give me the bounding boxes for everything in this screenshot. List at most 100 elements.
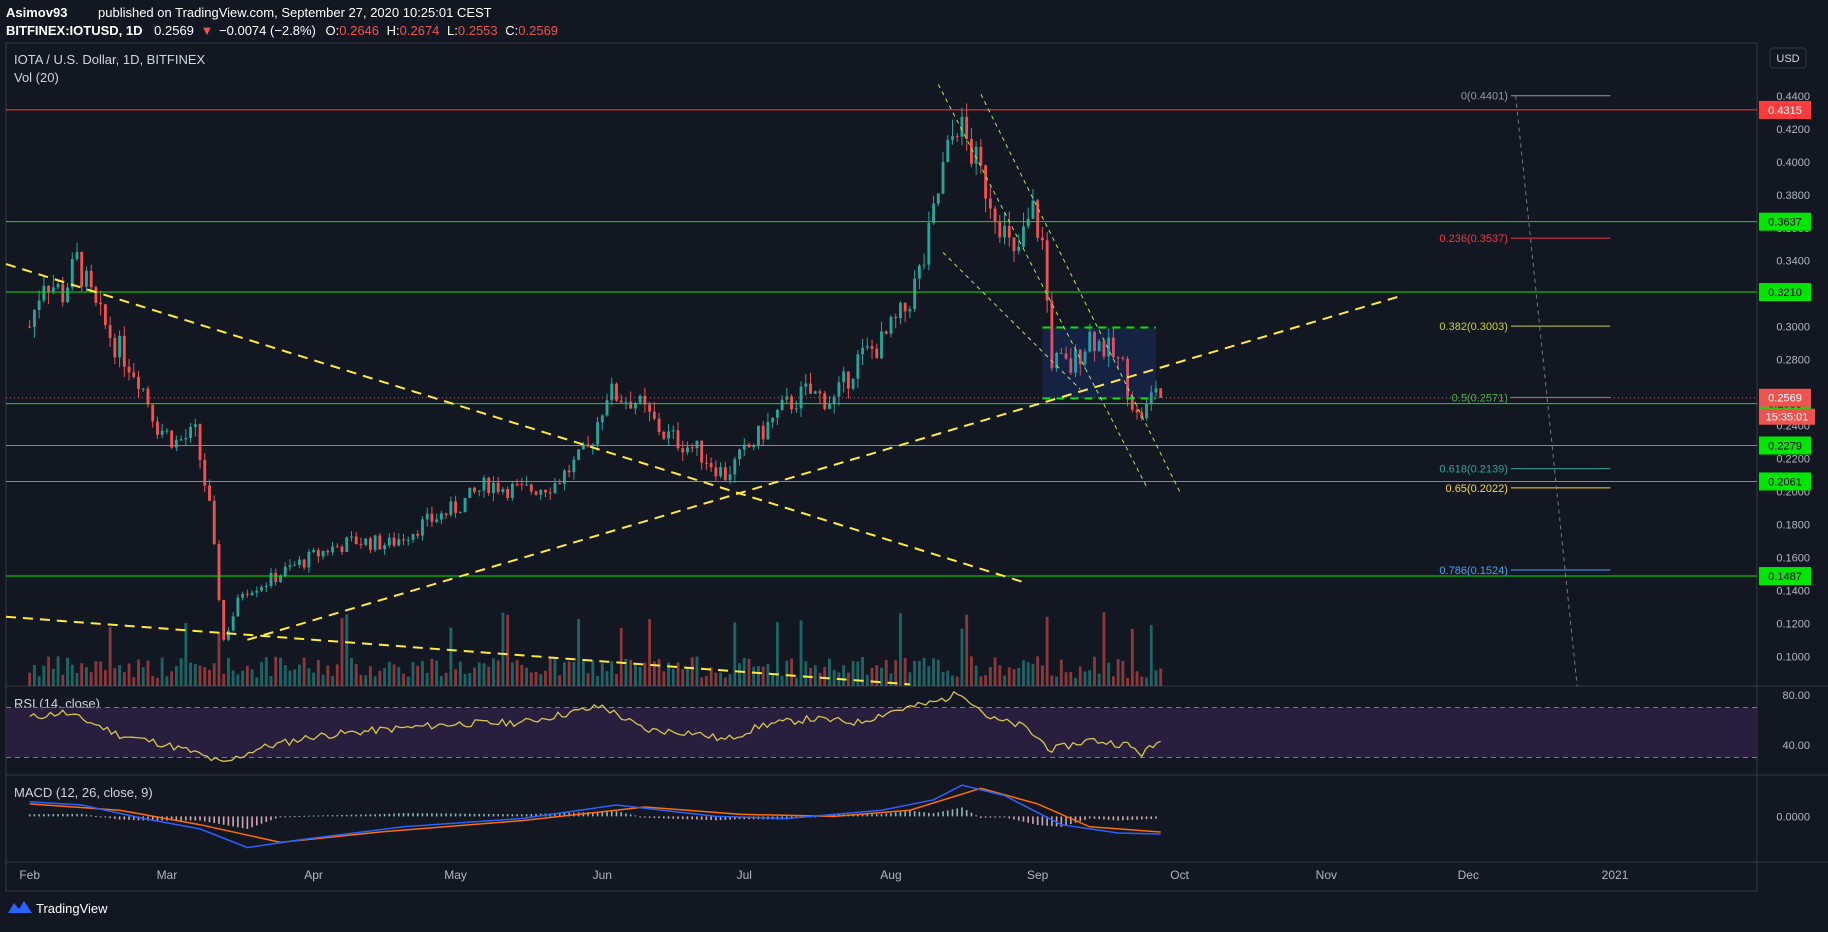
- candle-body: [203, 459, 207, 486]
- volume-bar: [761, 666, 765, 686]
- macd-hist-bar: [379, 814, 381, 817]
- macd-hist-bar: [440, 813, 443, 817]
- macd-hist-bar: [170, 816, 173, 821]
- candle-body: [236, 597, 240, 617]
- macd-hist-bar: [1145, 816, 1148, 820]
- volume-bar: [695, 656, 699, 686]
- volume-bar: [719, 672, 723, 686]
- volume-bar: [733, 622, 737, 686]
- publisher-name[interactable]: Asimov93: [6, 5, 67, 20]
- candle-body: [799, 386, 803, 409]
- volume-bar: [913, 660, 917, 686]
- volume-bar: [331, 675, 334, 686]
- macd-hist-bar: [653, 816, 656, 818]
- macd-hist-bar: [445, 813, 447, 817]
- rsi-pane: 80.00 40.00: [6, 690, 1810, 763]
- volume-bar: [184, 622, 188, 686]
- macd-pane: 0.0000: [28, 784, 1810, 849]
- candle-body: [70, 259, 74, 288]
- volume-bar: [591, 660, 595, 686]
- macd-hist-bar: [719, 816, 722, 821]
- macd-hist-bar: [946, 810, 949, 817]
- macd-hist-bar: [118, 816, 121, 820]
- candle-body: [42, 285, 46, 301]
- candle-body: [577, 449, 581, 460]
- candle-body: [913, 278, 917, 310]
- volume-bar: [775, 622, 779, 686]
- macd-hist-bar: [899, 811, 902, 817]
- macd-hist-bar: [1088, 816, 1091, 819]
- candle-body: [1069, 358, 1073, 373]
- candle-body: [435, 519, 439, 522]
- currency-badge[interactable]: [1769, 47, 1807, 69]
- candle-body: [510, 483, 514, 498]
- candle-body: [832, 396, 836, 404]
- macd-hist-bar: [213, 816, 216, 824]
- volume-bar: [435, 660, 439, 686]
- candle-body: [170, 430, 174, 448]
- volume-bar: [165, 676, 169, 686]
- candle-body: [174, 439, 178, 448]
- candle-body: [1031, 200, 1035, 219]
- ohlc-close-key: C:: [505, 23, 518, 38]
- macd-hist-bar: [677, 816, 679, 819]
- macd-hist-bar: [1112, 816, 1115, 821]
- macd-hist-bar: [909, 810, 911, 817]
- volume-bar: [1078, 666, 1082, 686]
- candle-body: [501, 489, 505, 493]
- macd-hist-bar: [610, 811, 613, 817]
- candle-body: [979, 146, 983, 166]
- down-arrow-icon: ▼: [201, 23, 214, 38]
- candle-body: [288, 565, 292, 567]
- candle-body: [80, 252, 84, 287]
- candle-body: [615, 383, 618, 401]
- macd-hist-bar: [464, 813, 466, 817]
- macd-hist-bar: [705, 816, 708, 820]
- macd-hist-bar: [1126, 816, 1129, 821]
- candle-body: [719, 467, 723, 477]
- candle-body: [723, 467, 727, 481]
- candle-body: [624, 401, 628, 403]
- volume-bar: [515, 660, 519, 686]
- volume-bar: [861, 656, 864, 686]
- macd-hist-bar: [975, 815, 977, 817]
- volume-bar: [449, 627, 453, 686]
- candle-body: [638, 395, 642, 403]
- macd-hist-bar: [199, 816, 201, 821]
- volume-bar: [794, 677, 798, 686]
- macd-hist-bar: [104, 816, 107, 818]
- volume-bar: [610, 661, 614, 686]
- fib-level-label: 0.618(0.2139): [1439, 464, 1508, 476]
- macd-hist-bar: [147, 816, 149, 821]
- volume-bar: [260, 661, 263, 686]
- candle-body: [965, 116, 969, 139]
- volume-bar: [56, 656, 60, 686]
- macd-hist-bar: [890, 812, 892, 817]
- volume-bar: [269, 676, 273, 686]
- candle-body: [463, 497, 467, 513]
- candle-body: [350, 536, 353, 538]
- candle-body: [1140, 412, 1144, 419]
- candle-body: [482, 477, 486, 491]
- candle-body: [449, 501, 453, 515]
- candle-body: [208, 485, 211, 501]
- volume-bar: [823, 666, 827, 686]
- volume-bar: [648, 618, 652, 686]
- volume-bar: [813, 665, 817, 686]
- volume-bar: [681, 669, 685, 686]
- candle-body: [94, 287, 98, 303]
- macd-hist-bar: [596, 811, 599, 817]
- volume-bar: [1040, 665, 1044, 686]
- candle-body: [558, 483, 562, 485]
- candle-body: [804, 383, 808, 387]
- candle-body: [563, 470, 566, 484]
- ohlc-open-value: 0.2646: [339, 23, 379, 38]
- macd-hist-bar: [733, 816, 736, 820]
- macd-hist-bar: [426, 813, 428, 817]
- macd-hist-bar: [956, 808, 959, 817]
- macd-hist-bar: [402, 813, 405, 817]
- macd-hist-bar: [833, 814, 835, 817]
- macd-hist-bar: [345, 814, 348, 817]
- macd-hist-bar: [246, 816, 249, 829]
- candle-body: [529, 484, 533, 492]
